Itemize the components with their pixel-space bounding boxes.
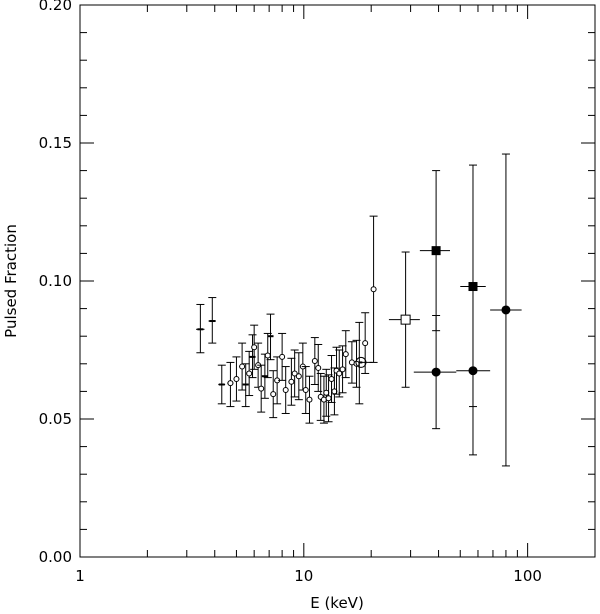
filled-circle-marker <box>468 366 478 376</box>
small-circle-marker <box>288 378 295 385</box>
small-circle-marker <box>328 375 335 382</box>
small-circle-marker <box>227 380 234 387</box>
data-point-small-open-circle <box>238 342 247 391</box>
data-point-small-open-circle <box>305 375 314 424</box>
small-circle-marker <box>302 387 309 394</box>
data-point-filled-circle <box>490 153 522 467</box>
large-open-circle-marker <box>355 356 367 368</box>
data-point-small-open-circle <box>281 366 290 414</box>
x-tick-label: 10 <box>294 567 313 585</box>
small-circle-marker <box>306 396 313 403</box>
y-tick-label: 0.00 <box>39 548 72 566</box>
data-point-small-open-circle <box>369 215 378 363</box>
data-point-large-open-circle <box>355 356 367 368</box>
data-point-small-open-circle <box>361 312 370 374</box>
data-points <box>196 153 522 467</box>
y-axis-ticks <box>80 4 595 558</box>
small-circle-marker <box>239 363 246 370</box>
small-circle-marker <box>258 385 265 392</box>
data-point-small-open-circle <box>341 330 350 379</box>
y-tick-label: 0.05 <box>39 410 72 428</box>
y-axis-title: Pulsed Fraction <box>2 224 20 338</box>
small-circle-marker <box>270 391 277 398</box>
data-point-small-open-circle <box>269 370 278 419</box>
y-tick-label: 0.15 <box>39 134 72 152</box>
data-point-small-cross <box>241 363 250 408</box>
data-point-small-cross <box>208 297 217 344</box>
small-circle-marker <box>246 370 253 377</box>
filled-square-marker <box>431 246 441 256</box>
data-point-small-open-circle <box>301 366 310 414</box>
data-point-filled-square <box>419 170 451 332</box>
data-point-small-open-circle <box>290 349 299 398</box>
data-point-small-open-circle <box>332 346 341 395</box>
data-point-filled-circle <box>456 286 491 456</box>
small-circle-marker <box>362 340 369 347</box>
data-point-open-square <box>388 251 420 388</box>
y-tick-label: 0.20 <box>39 0 72 14</box>
x-axis-tick-labels: 1 10 100 <box>75 567 542 585</box>
data-point-small-open-circle <box>257 364 266 413</box>
x-axis-ticks <box>79 5 596 557</box>
filled-circle-marker <box>501 305 511 315</box>
data-point-small-open-circle <box>310 337 319 385</box>
small-circle-marker <box>264 352 271 359</box>
data-point-small-open-circle <box>278 332 287 381</box>
small-circle-marker <box>325 395 332 402</box>
x-axis-title: E (keV) <box>310 594 364 612</box>
data-point-small-cross <box>217 364 226 405</box>
y-axis-tick-labels: 0.00 0.05 0.10 0.15 0.20 <box>39 0 72 566</box>
data-point-small-open-circle <box>335 349 344 398</box>
small-circle-marker <box>323 389 330 396</box>
data-point-small-open-circle <box>338 345 347 394</box>
data-point-small-cross <box>196 303 205 354</box>
data-point-small-open-circle <box>347 341 356 384</box>
data-point-small-open-circle <box>314 343 323 392</box>
small-circle-marker <box>336 370 343 377</box>
filled-circle-marker <box>431 367 441 377</box>
data-point-small-open-circle <box>322 368 331 417</box>
small-circle-marker <box>282 387 289 394</box>
plot-frame <box>79 4 596 558</box>
data-point-small-open-circle <box>294 352 303 401</box>
small-circle-marker <box>279 353 286 360</box>
y-tick-label: 0.10 <box>39 272 72 290</box>
small-circle-marker <box>251 344 258 351</box>
x-tick-label: 100 <box>513 567 542 585</box>
data-point-filled-circle <box>413 315 457 430</box>
small-circle-marker <box>233 375 240 382</box>
x-tick-label: 1 <box>75 567 85 585</box>
small-circle-marker <box>291 370 298 377</box>
data-point-small-cross <box>266 313 275 361</box>
small-circle-marker <box>342 351 349 358</box>
open-square-marker <box>400 314 411 325</box>
data-point-small-open-circle <box>263 332 272 379</box>
small-circle-marker <box>370 286 377 293</box>
data-point-small-open-circle <box>273 356 282 405</box>
data-point-small-open-circle <box>226 361 235 408</box>
small-circle-marker <box>315 364 322 371</box>
small-circle-marker <box>339 366 346 373</box>
small-circle-marker <box>311 358 318 365</box>
small-circle-marker <box>295 373 302 380</box>
data-point-small-open-circle <box>232 356 241 402</box>
data-point-small-open-circle <box>245 350 254 397</box>
data-point-small-open-circle <box>250 324 259 370</box>
